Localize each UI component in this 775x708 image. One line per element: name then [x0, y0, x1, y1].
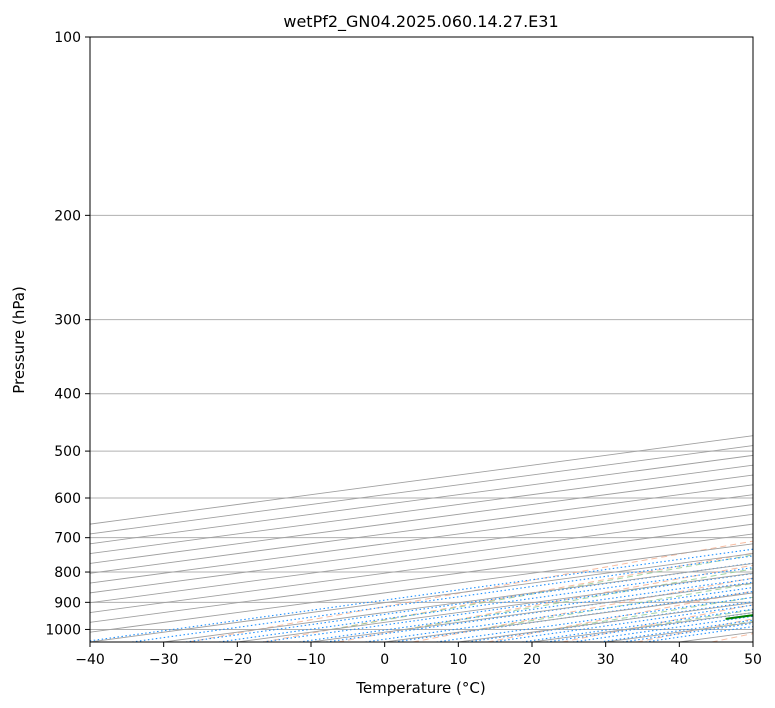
pressure-grid — [90, 37, 753, 630]
isotherm-line — [90, 464, 753, 555]
plot-frame — [89, 36, 754, 643]
y-tick-label: 600 — [54, 491, 81, 507]
x-axis-label: Temperature (°C) — [355, 679, 485, 697]
y-axis-label: Pressure (hPa) — [10, 286, 28, 394]
y-tick-label: 400 — [54, 387, 81, 403]
mixing-ratio-line — [90, 548, 753, 642]
isotherm-line — [90, 504, 753, 594]
x-tick-label: 30 — [597, 652, 615, 668]
x-tick-label: 10 — [449, 652, 467, 668]
y-axis-ticks: 100 200 300 400 500 600 700 800 900 1000 — [45, 30, 90, 638]
isotherm-line — [90, 513, 753, 604]
y-tick-label: 100 — [54, 30, 81, 46]
isotherm-line — [90, 484, 753, 574]
plot-area: -100-90-80-70-60-50-40-30-20-100.10.20.4… — [90, 37, 753, 642]
x-tick-label: −10 — [296, 652, 326, 668]
x-tick-label: −40 — [75, 652, 105, 668]
y-tick-label: 800 — [54, 565, 81, 581]
x-axis-ticks: −40 −30 −20 −10 0 10 20 30 40 50 — [75, 642, 762, 668]
mixing-ratio-line — [365, 586, 753, 642]
mixing-ratio-line — [326, 581, 753, 642]
y-tick-label: 700 — [54, 531, 81, 547]
y-tick-label: 1000 — [45, 622, 81, 638]
isotherm-line — [90, 494, 753, 584]
x-tick-label: −30 — [149, 652, 179, 668]
isotherm-line — [90, 533, 753, 623]
x-tick-label: 50 — [744, 652, 762, 668]
x-tick-label: 40 — [670, 652, 688, 668]
y-tick-label: 900 — [54, 595, 81, 611]
isotherms — [90, 435, 753, 642]
x-tick-label: −20 — [223, 652, 253, 668]
y-tick-label: 200 — [54, 208, 81, 224]
isotherm-line — [90, 523, 753, 613]
x-tick-label: 20 — [523, 652, 541, 668]
x-tick-label: 0 — [380, 652, 389, 668]
y-tick-label: 500 — [54, 444, 81, 460]
y-tick-label: 300 — [54, 313, 81, 329]
isotherm-line — [90, 474, 753, 564]
chart-title: wetPf2_GN04.2025.060.14.27.E31 — [283, 12, 558, 32]
isotherm-line — [90, 454, 753, 545]
